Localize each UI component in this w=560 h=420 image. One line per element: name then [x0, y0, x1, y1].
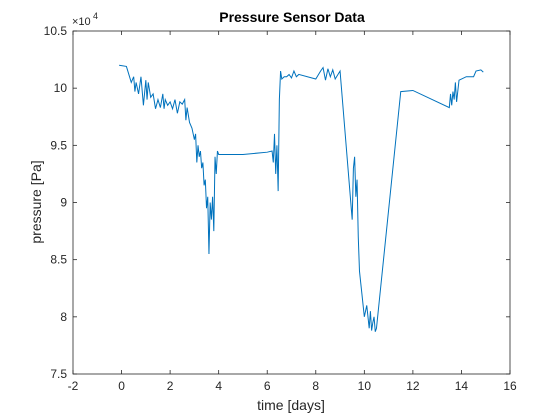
y-axis-label: pressure [Pa] [28, 160, 44, 243]
y-exponent-power: 4 [93, 11, 98, 21]
x-tick-label: 4 [215, 379, 222, 393]
x-tick-label: 8 [312, 379, 319, 393]
y-tick-label: 8.5 [50, 253, 67, 267]
x-axis-label: time [days] [257, 397, 325, 413]
y-tick-label: 9 [60, 196, 67, 210]
x-tick-label: 10 [358, 379, 372, 393]
x-tick-label: 0 [118, 379, 125, 393]
plot-area [72, 30, 511, 375]
x-tick-label: 6 [264, 379, 271, 393]
y-exponent: ×10 4 [72, 11, 98, 28]
chart-title: Pressure Sensor Data [219, 9, 365, 25]
y-tick-label: 10.5 [44, 24, 68, 38]
y-exponent-base: ×10 [72, 16, 91, 28]
y-tick-label: 10 [54, 81, 68, 95]
x-axis: -2 0 2 4 6 8 10 12 14 16 [68, 31, 517, 393]
x-tick-label: 12 [406, 379, 420, 393]
x-tick-label: -2 [68, 379, 79, 393]
y-axis: 7.5 8 8.5 9 9.5 10 10.5 [44, 24, 510, 381]
x-tick-label: 2 [167, 379, 174, 393]
y-tick-label: 8 [60, 310, 67, 324]
y-tick-label: 7.5 [50, 367, 67, 381]
y-tick-label: 9.5 [50, 138, 67, 152]
x-tick-label: 16 [503, 379, 517, 393]
x-tick-label: 14 [455, 379, 469, 393]
series-line-pressure [119, 64, 484, 332]
